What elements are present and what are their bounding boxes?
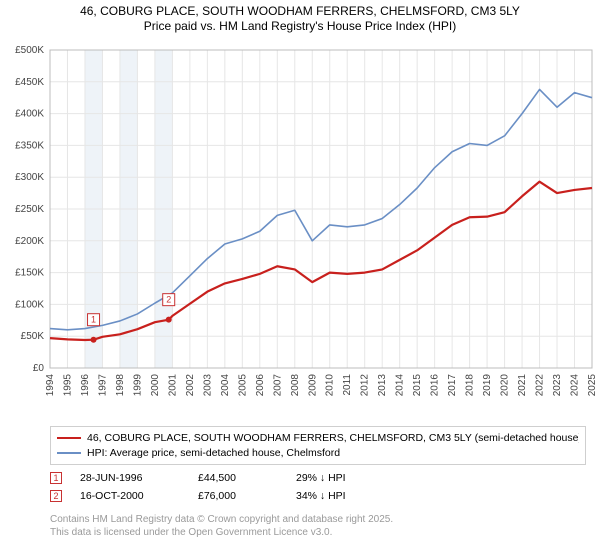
transaction-delta: 29% ↓ HPI — [296, 472, 346, 484]
svg-text:2019: 2019 — [482, 374, 493, 397]
transactions-table: 1 28-JUN-1996 £44,500 29% ↓ HPI 2 16-OCT-2000… — [50, 469, 586, 505]
svg-text:2020: 2020 — [500, 374, 511, 397]
svg-text:1997: 1997 — [97, 374, 108, 397]
legend-swatch — [57, 437, 81, 439]
svg-text:2008: 2008 — [290, 374, 301, 397]
svg-text:2021: 2021 — [517, 374, 528, 397]
svg-text:2012: 2012 — [360, 374, 371, 397]
svg-text:£250K: £250K — [15, 204, 44, 215]
svg-text:2009: 2009 — [307, 374, 318, 397]
svg-text:£450K: £450K — [15, 77, 44, 88]
svg-text:2025: 2025 — [587, 374, 598, 397]
legend-swatch — [57, 452, 81, 454]
transaction-date: 28-JUN-1996 — [80, 472, 180, 484]
svg-text:£0: £0 — [33, 363, 45, 374]
svg-text:£350K: £350K — [15, 140, 44, 151]
legend-item-price_paid: 46, COBURG PLACE, SOUTH WOODHAM FERRERS,… — [57, 431, 579, 446]
svg-text:1994: 1994 — [45, 374, 56, 397]
svg-text:2002: 2002 — [185, 374, 196, 397]
marker-box: 2 — [50, 490, 62, 502]
svg-text:2: 2 — [166, 295, 171, 305]
legend-label: 46, COBURG PLACE, SOUTH WOODHAM FERRERS,… — [87, 431, 579, 446]
svg-text:1999: 1999 — [132, 374, 143, 397]
svg-text:2004: 2004 — [220, 374, 231, 397]
svg-text:£500K: £500K — [15, 45, 44, 56]
title-address: 46, COBURG PLACE, SOUTH WOODHAM FERRERS,… — [10, 4, 590, 19]
footnote: Contains HM Land Registry data © Crown c… — [50, 513, 586, 539]
svg-text:2015: 2015 — [412, 374, 423, 397]
svg-text:£50K: £50K — [21, 331, 45, 342]
chart-title: 46, COBURG PLACE, SOUTH WOODHAM FERRERS,… — [0, 0, 600, 40]
transaction-price: £44,500 — [198, 472, 278, 484]
svg-text:2022: 2022 — [535, 374, 546, 397]
transaction-price: £76,000 — [198, 490, 278, 502]
transaction-row: 1 28-JUN-1996 £44,500 29% ↓ HPI — [50, 469, 586, 487]
footnote-line1: Contains HM Land Registry data © Crown c… — [50, 513, 586, 526]
line-chart-svg: £0 £50K £100K £150K £200K £250K £300K £350K £400… — [0, 40, 600, 420]
footnote-line2: This data is licensed under the Open Gov… — [50, 526, 586, 539]
svg-text:2016: 2016 — [430, 374, 441, 397]
svg-text:2024: 2024 — [570, 374, 581, 397]
svg-text:£400K: £400K — [15, 109, 44, 120]
transaction-delta: 34% ↓ HPI — [296, 490, 346, 502]
svg-text:2001: 2001 — [167, 374, 178, 397]
svg-text:2011: 2011 — [342, 374, 353, 396]
svg-text:2013: 2013 — [377, 374, 388, 397]
transaction-date: 16-OCT-2000 — [80, 490, 180, 502]
svg-text:2005: 2005 — [237, 374, 248, 397]
svg-text:2014: 2014 — [395, 374, 406, 397]
marker-box: 1 — [50, 472, 62, 484]
legend-label: HPI: Average price, semi-detached house,… — [87, 446, 340, 461]
title-subtitle: Price paid vs. HM Land Registry's House … — [10, 19, 590, 34]
transaction-row: 2 16-OCT-2000 £76,000 34% ↓ HPI — [50, 487, 586, 505]
legend-item-hpi: HPI: Average price, semi-detached house,… — [57, 446, 579, 461]
svg-text:2010: 2010 — [325, 374, 336, 397]
svg-text:2003: 2003 — [202, 374, 213, 397]
svg-text:1995: 1995 — [62, 374, 73, 397]
svg-text:2023: 2023 — [552, 374, 563, 397]
svg-text:2007: 2007 — [272, 374, 283, 397]
svg-text:1998: 1998 — [115, 374, 126, 397]
chart-area: £0 £50K £100K £150K £200K £250K £300K £350K £400… — [0, 40, 600, 420]
legend: 46, COBURG PLACE, SOUTH WOODHAM FERRERS,… — [50, 426, 586, 465]
svg-text:2017: 2017 — [447, 374, 458, 397]
svg-text:1996: 1996 — [80, 374, 91, 397]
svg-text:2018: 2018 — [465, 374, 476, 397]
svg-text:1: 1 — [91, 315, 96, 325]
svg-text:2000: 2000 — [150, 374, 161, 397]
svg-text:£150K: £150K — [15, 268, 44, 279]
svg-text:£100K: £100K — [15, 299, 44, 310]
svg-text:£200K: £200K — [15, 236, 44, 247]
svg-text:£300K: £300K — [15, 172, 44, 183]
svg-text:2006: 2006 — [255, 374, 266, 397]
